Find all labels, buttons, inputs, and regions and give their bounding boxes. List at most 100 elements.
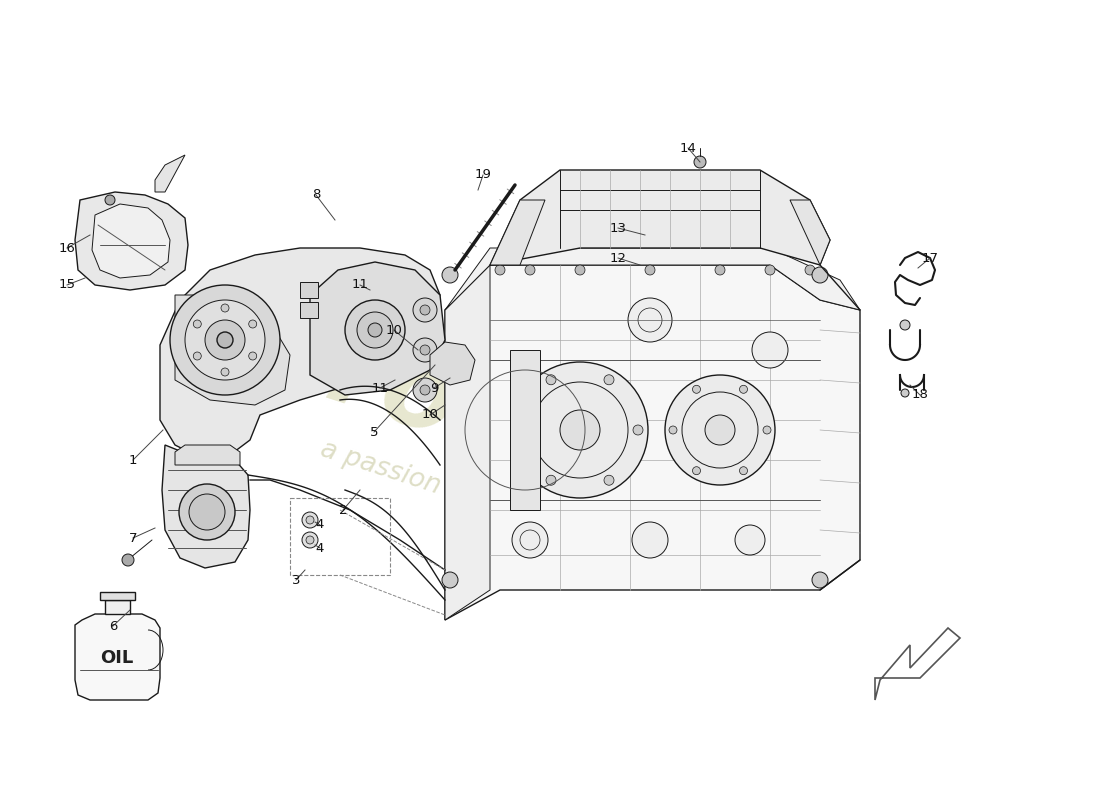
Circle shape — [420, 305, 430, 315]
Polygon shape — [162, 445, 250, 568]
Text: 3: 3 — [292, 574, 300, 586]
Circle shape — [735, 525, 764, 555]
Text: eurospares: eurospares — [169, 270, 870, 590]
Polygon shape — [75, 614, 160, 700]
Text: 4: 4 — [316, 542, 324, 554]
Polygon shape — [490, 170, 830, 265]
Circle shape — [302, 512, 318, 528]
Circle shape — [764, 265, 776, 275]
Circle shape — [812, 267, 828, 283]
Circle shape — [604, 475, 614, 486]
Polygon shape — [175, 295, 290, 405]
Circle shape — [302, 532, 318, 548]
Text: OIL: OIL — [100, 649, 133, 667]
Circle shape — [812, 572, 828, 588]
Circle shape — [705, 415, 735, 445]
Circle shape — [752, 332, 788, 368]
Circle shape — [185, 300, 265, 380]
Circle shape — [249, 320, 256, 328]
Polygon shape — [446, 265, 490, 620]
Polygon shape — [430, 342, 475, 385]
Text: 8: 8 — [311, 189, 320, 202]
Circle shape — [358, 312, 393, 348]
Circle shape — [901, 389, 909, 397]
Text: 17: 17 — [922, 251, 938, 265]
Circle shape — [495, 265, 505, 275]
Text: 19: 19 — [474, 169, 492, 182]
Circle shape — [645, 265, 654, 275]
Circle shape — [122, 554, 134, 566]
Circle shape — [739, 386, 748, 394]
Circle shape — [221, 304, 229, 312]
Circle shape — [739, 466, 748, 474]
Circle shape — [669, 426, 676, 434]
Circle shape — [900, 320, 910, 330]
Circle shape — [442, 267, 458, 283]
Circle shape — [517, 425, 527, 435]
Circle shape — [412, 338, 437, 362]
Circle shape — [693, 386, 701, 394]
Circle shape — [170, 285, 280, 395]
Text: 15: 15 — [58, 278, 76, 291]
Circle shape — [306, 536, 313, 544]
Polygon shape — [100, 592, 135, 600]
Circle shape — [249, 352, 256, 360]
Circle shape — [632, 425, 644, 435]
Text: 16: 16 — [58, 242, 76, 254]
Text: 14: 14 — [680, 142, 696, 154]
Circle shape — [693, 466, 701, 474]
Polygon shape — [446, 248, 860, 310]
Circle shape — [412, 378, 437, 402]
Circle shape — [217, 332, 233, 348]
Polygon shape — [104, 600, 130, 614]
Polygon shape — [155, 155, 185, 192]
Text: a passion for parts since 1985: a passion for parts since 1985 — [317, 436, 704, 584]
Circle shape — [763, 426, 771, 434]
Circle shape — [525, 265, 535, 275]
Circle shape — [420, 385, 430, 395]
Circle shape — [194, 352, 201, 360]
Polygon shape — [490, 200, 544, 265]
Circle shape — [546, 374, 556, 385]
Circle shape — [205, 320, 245, 360]
Circle shape — [694, 156, 706, 168]
Polygon shape — [75, 192, 188, 290]
Circle shape — [546, 475, 556, 486]
Circle shape — [805, 265, 815, 275]
Text: 9: 9 — [430, 382, 438, 394]
Circle shape — [104, 195, 116, 205]
Text: 13: 13 — [609, 222, 627, 234]
Text: 18: 18 — [912, 389, 928, 402]
Circle shape — [512, 362, 648, 498]
Circle shape — [628, 298, 672, 342]
Text: 1: 1 — [129, 454, 138, 466]
Circle shape — [632, 522, 668, 558]
Circle shape — [179, 484, 235, 540]
Circle shape — [368, 323, 382, 337]
Text: 2: 2 — [339, 503, 348, 517]
Circle shape — [420, 345, 430, 355]
Text: 11: 11 — [372, 382, 388, 394]
Text: 11: 11 — [352, 278, 368, 291]
Polygon shape — [510, 350, 540, 510]
Polygon shape — [790, 200, 830, 265]
Circle shape — [412, 298, 437, 322]
Polygon shape — [175, 445, 240, 465]
Polygon shape — [310, 262, 446, 395]
Polygon shape — [92, 204, 170, 278]
Text: 12: 12 — [609, 251, 627, 265]
Circle shape — [442, 572, 458, 588]
Text: 4: 4 — [316, 518, 324, 531]
Text: 10: 10 — [386, 323, 403, 337]
Circle shape — [306, 516, 313, 524]
Circle shape — [221, 368, 229, 376]
Text: 5: 5 — [370, 426, 378, 438]
Text: 7: 7 — [129, 531, 138, 545]
Circle shape — [604, 374, 614, 385]
Text: 10: 10 — [421, 409, 439, 422]
Polygon shape — [446, 265, 860, 620]
Circle shape — [715, 265, 725, 275]
Polygon shape — [160, 248, 440, 460]
Circle shape — [560, 410, 600, 450]
Circle shape — [575, 265, 585, 275]
